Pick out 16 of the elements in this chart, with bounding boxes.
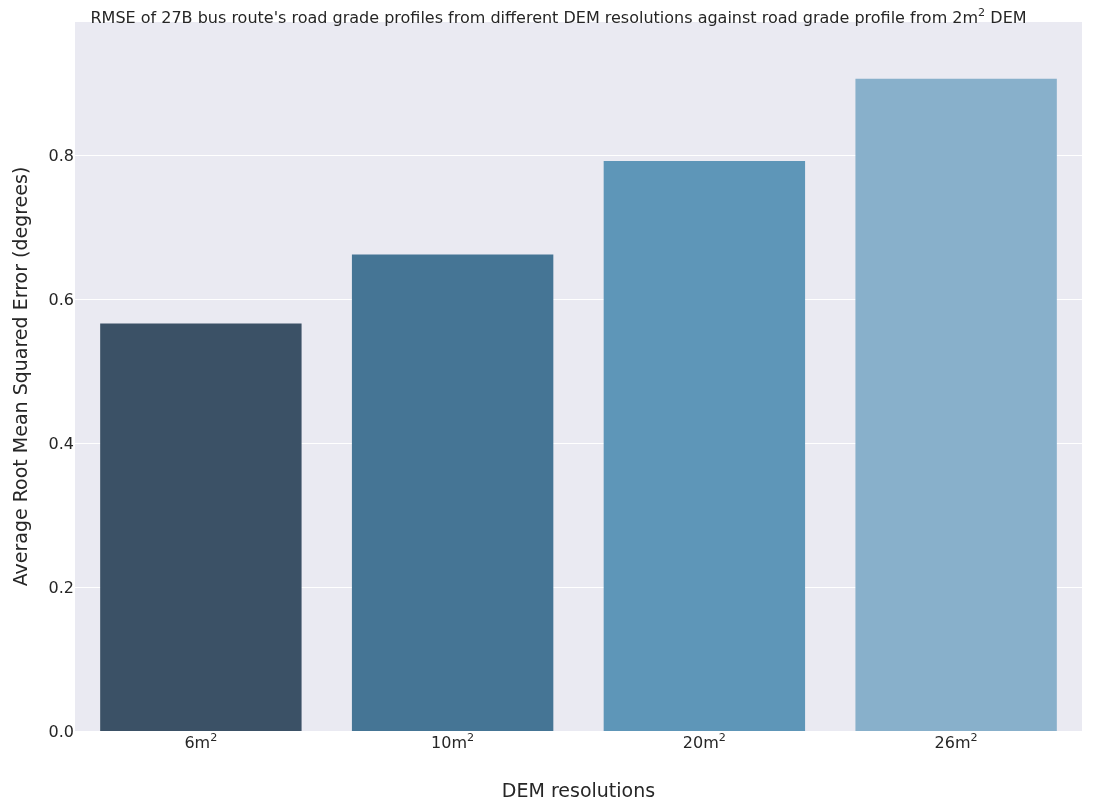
bar [603, 160, 806, 731]
y-tick-label: 0.4 [48, 433, 74, 453]
bar [100, 323, 302, 731]
x-tick-label: 6m$^{2}$ [184, 731, 218, 752]
chart-title: RMSE of 27B bus route's road grade profiles from different DEM resolutions against road grade profile from 2m$^{2}$ DEM [90, 6, 1027, 28]
bar [855, 78, 1057, 731]
y-tick-label: 0.8 [48, 145, 74, 165]
x-tick-label: 20m$^{2}$ [682, 731, 726, 752]
y-tick-label: 0.2 [48, 577, 74, 597]
y-tick-label: 0.6 [48, 289, 74, 309]
y-axis-title: Average Root Mean Squared Error (degrees) [9, 166, 31, 587]
x-axis-title: DEM resolutions [501, 779, 656, 801]
y-tick-label: 0.0 [48, 721, 74, 741]
x-tick-label: 10m$^{2}$ [431, 731, 475, 752]
bar [351, 254, 554, 731]
x-tick-label: 26m$^{2}$ [934, 731, 978, 752]
